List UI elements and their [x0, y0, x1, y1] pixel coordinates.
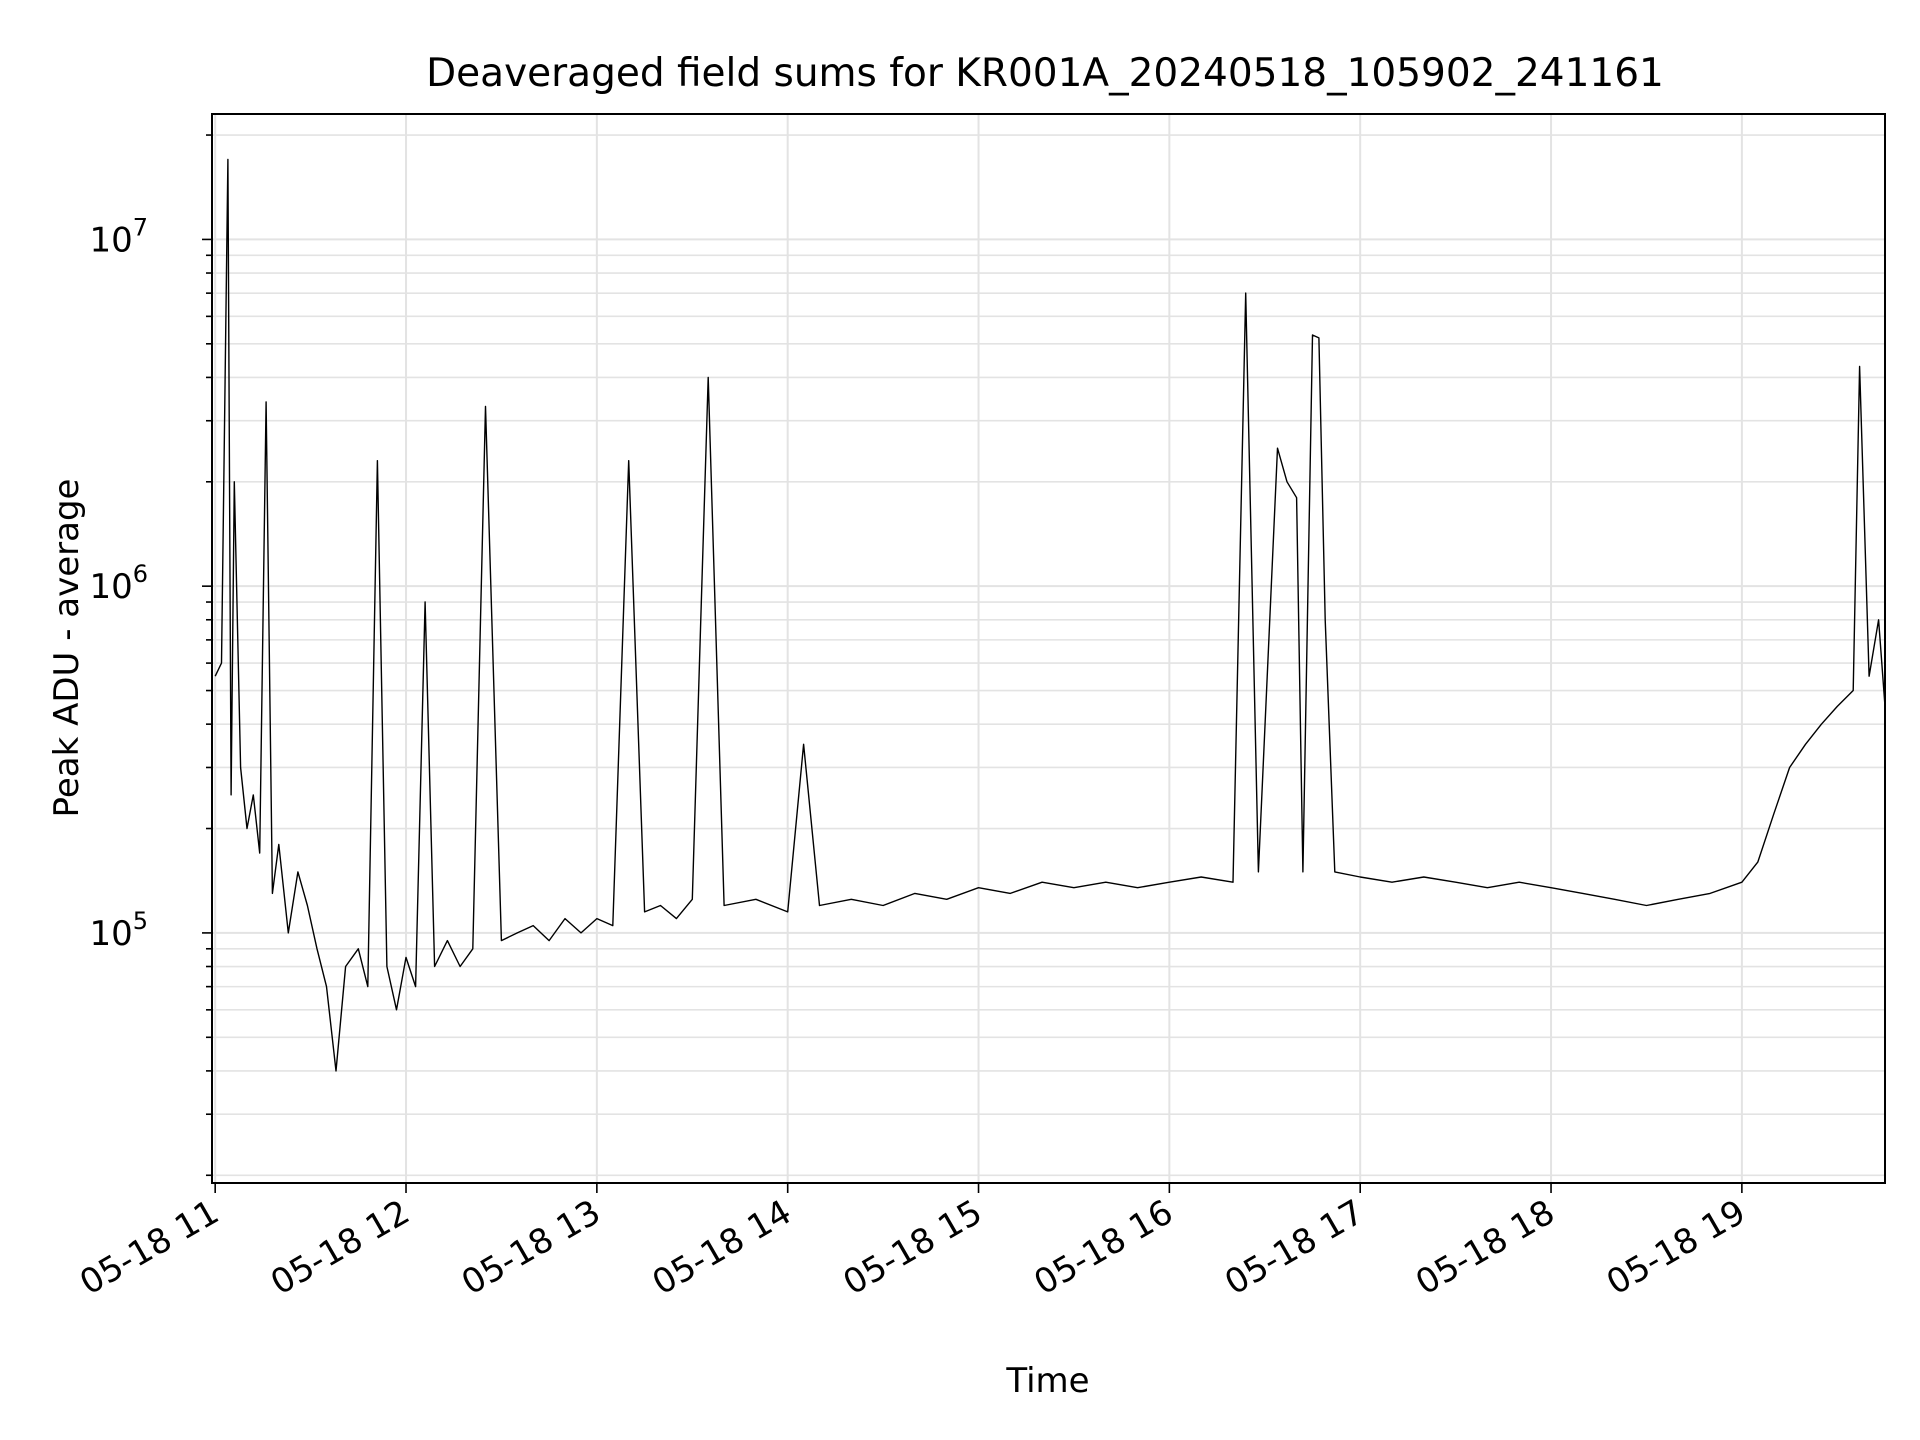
y-tick-base: 10 — [89, 220, 132, 260]
y-tick-label: 106 — [89, 560, 148, 607]
y-tick-exponent: 7 — [133, 213, 148, 241]
y-tick-base: 10 — [89, 567, 132, 607]
chart-title: Deaveraged field sums for KR001A_2024051… — [426, 51, 1664, 96]
y-axis-label: Peak ADU - average — [47, 479, 87, 818]
y-tick-label: 105 — [89, 907, 148, 954]
y-tick-base: 10 — [89, 914, 132, 954]
plot-frame — [211, 113, 1886, 1184]
y-tick-label: 107 — [89, 213, 148, 260]
y-tick-exponent: 5 — [133, 907, 148, 935]
grid — [212, 114, 1885, 1183]
y-tick-exponent: 6 — [133, 560, 148, 588]
series-line-0 — [214, 158, 1886, 1072]
x-axis-label: Time — [1005, 1361, 1089, 1401]
series-layer — [214, 158, 1886, 1072]
